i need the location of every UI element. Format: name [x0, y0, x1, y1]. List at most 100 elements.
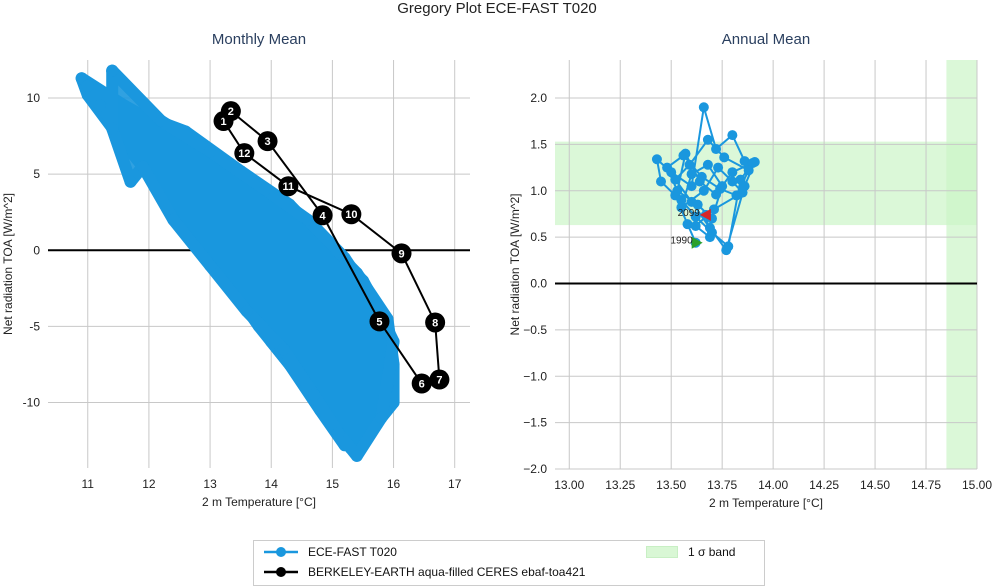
model-annual-point: [680, 148, 691, 159]
legend-item-sigma-band[interactable]: 1 σ band: [646, 545, 735, 559]
observation-point: [257, 131, 278, 152]
x-tick-label: 13: [203, 477, 217, 491]
model-point: [204, 259, 217, 272]
observation-month-label: 8: [432, 317, 438, 329]
model-annual-point: [672, 185, 683, 196]
y-tick-label: −1.5: [523, 416, 547, 430]
x-tick-label: 13.00: [554, 478, 584, 492]
subplot-title: Monthly Mean: [212, 31, 306, 48]
model-annual-point: [698, 185, 709, 196]
observation-point: [341, 204, 362, 225]
legend-item-observations[interactable]: BERKELEY-EARTH aqua-filled CERES ebaf-to…: [264, 565, 585, 579]
model-annual-point: [709, 204, 720, 215]
legend-blue-marker-icon: [264, 547, 298, 557]
observation-point: [234, 143, 255, 164]
model-point: [301, 213, 314, 226]
model-annual-point: [690, 211, 701, 222]
end-triangle-icon: [699, 208, 711, 221]
y-axis-label: Net radiation TOA [W/m^2]: [508, 194, 522, 336]
observation-point: [312, 205, 333, 226]
model-point: [240, 305, 253, 318]
model-annual-point: [717, 181, 728, 192]
model-annual-point: [739, 156, 750, 167]
observation-month-label: 6: [419, 379, 425, 391]
observation-month-label: 1: [220, 116, 226, 128]
y-tick-label: 1.5: [530, 137, 547, 151]
x-tick-label: 14: [265, 477, 279, 491]
model-annual-point: [749, 157, 760, 168]
model-point: [204, 145, 217, 158]
x-tick-label: 15: [326, 477, 340, 491]
model-annual-point: [662, 162, 673, 173]
end-year-label: 2099: [678, 208, 701, 219]
observation-point: [425, 312, 446, 333]
legend-label-sigma-band: 1 σ band: [688, 545, 736, 559]
y-tick-label: -5: [29, 319, 40, 333]
observation-month-label: 3: [264, 136, 270, 148]
legend-label-observations: BERKELEY-EARTH aqua-filled CERES ebaf-to…: [308, 565, 586, 579]
model-annual-point: [704, 222, 715, 233]
subplot-title: Annual Mean: [722, 31, 810, 48]
model-point: [93, 99, 106, 112]
model-annual-point: [702, 159, 713, 170]
y-tick-label: −1.0: [523, 369, 547, 383]
model-annual-point: [686, 181, 697, 192]
model-point: [259, 183, 272, 196]
model-annual-point: [698, 102, 709, 113]
legend: ECE-FAST T020 BERKELEY-EARTH aqua-filled…: [253, 540, 765, 586]
x-tick-label: 13.50: [656, 478, 686, 492]
model-annual-point: [711, 189, 722, 200]
model-point: [277, 343, 290, 356]
sigma-band-swatch-icon: [646, 546, 678, 558]
model-annual-point: [743, 165, 754, 176]
model-annual-point: [676, 202, 687, 213]
y-axis-label: Net radiation TOA [W/m^2]: [1, 193, 15, 335]
x-tick-label: 12: [142, 477, 156, 491]
model-annual-point: [692, 199, 703, 210]
y-tick-label: 5: [33, 167, 40, 181]
model-annual-point: [694, 176, 705, 187]
model-point: [124, 175, 137, 188]
observation-month-label: 4: [320, 210, 327, 222]
model-point: [155, 114, 168, 127]
x-tick-label: 14.00: [758, 478, 788, 492]
observation-month-label: 2: [228, 106, 234, 118]
legend-item-model[interactable]: ECE-FAST T020: [264, 545, 397, 559]
model-annual-point: [686, 169, 697, 180]
model-annual-point: [713, 162, 724, 173]
x-tick-label: 11: [82, 477, 95, 491]
observation-point: [391, 243, 412, 264]
model-annual-point: [711, 144, 722, 155]
model-point: [308, 388, 321, 401]
y-tick-label: 10: [27, 91, 41, 105]
panel-annual: Annual Mean 13.00 13.25 13.50 13.75 14.00 14.2…: [508, 31, 992, 510]
x-tick-label: 14.50: [860, 478, 890, 492]
model-annual-point: [670, 174, 681, 185]
model-annual-point: [727, 167, 738, 178]
start-year-label: 1990: [670, 236, 693, 247]
start-triangle-icon: [691, 236, 703, 249]
x-tick-label: 14.75: [911, 478, 941, 492]
plot-area: 1990 2099: [651, 102, 760, 256]
y-tick-label: 0.0: [530, 277, 547, 291]
y-tick-label: 2.0: [530, 91, 547, 105]
observation-point: [220, 101, 241, 122]
model-monthly-loop: [106, 66, 400, 462]
observation-point: [429, 369, 450, 390]
model-annual-point: [737, 187, 748, 198]
x-tick-label: 15.00: [962, 478, 992, 492]
x-tick-label: 14.25: [809, 478, 839, 492]
model-annual-point: [719, 152, 730, 163]
legend-black-marker-icon: [264, 567, 298, 577]
observation-month-label: 10: [345, 209, 357, 221]
model-point: [81, 79, 94, 92]
x-tick-label: 17: [448, 477, 462, 491]
y-tick-label: −2.0: [523, 462, 547, 476]
x-tick-label: 13.75: [707, 478, 737, 492]
x-tick-label: 13.25: [605, 478, 635, 492]
model-point: [167, 213, 180, 226]
legend-label-model: ECE-FAST T020: [308, 545, 397, 559]
observation-point: [411, 373, 432, 394]
